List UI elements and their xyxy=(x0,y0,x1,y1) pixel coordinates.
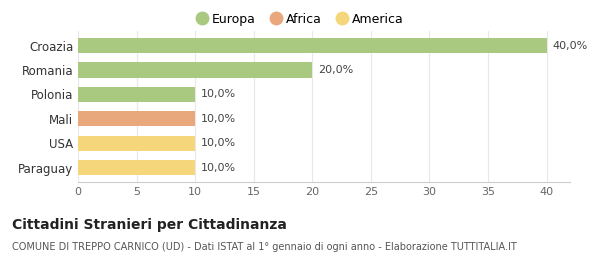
Text: 10,0%: 10,0% xyxy=(201,138,236,148)
Text: Cittadini Stranieri per Cittadinanza: Cittadini Stranieri per Cittadinanza xyxy=(12,218,287,232)
Bar xyxy=(78,38,547,53)
Bar xyxy=(78,160,195,175)
Bar xyxy=(78,62,312,77)
Text: 20,0%: 20,0% xyxy=(318,65,353,75)
Text: 10,0%: 10,0% xyxy=(201,89,236,99)
Bar xyxy=(78,136,195,151)
Bar xyxy=(78,87,195,102)
Text: 10,0%: 10,0% xyxy=(201,114,236,124)
Text: COMUNE DI TREPPO CARNICO (UD) - Dati ISTAT al 1° gennaio di ogni anno - Elaboraz: COMUNE DI TREPPO CARNICO (UD) - Dati IST… xyxy=(12,242,517,252)
Legend: Europa, Africa, America: Europa, Africa, America xyxy=(193,9,407,29)
Text: 10,0%: 10,0% xyxy=(201,162,236,173)
Text: 40,0%: 40,0% xyxy=(553,41,587,51)
Bar xyxy=(78,111,195,126)
